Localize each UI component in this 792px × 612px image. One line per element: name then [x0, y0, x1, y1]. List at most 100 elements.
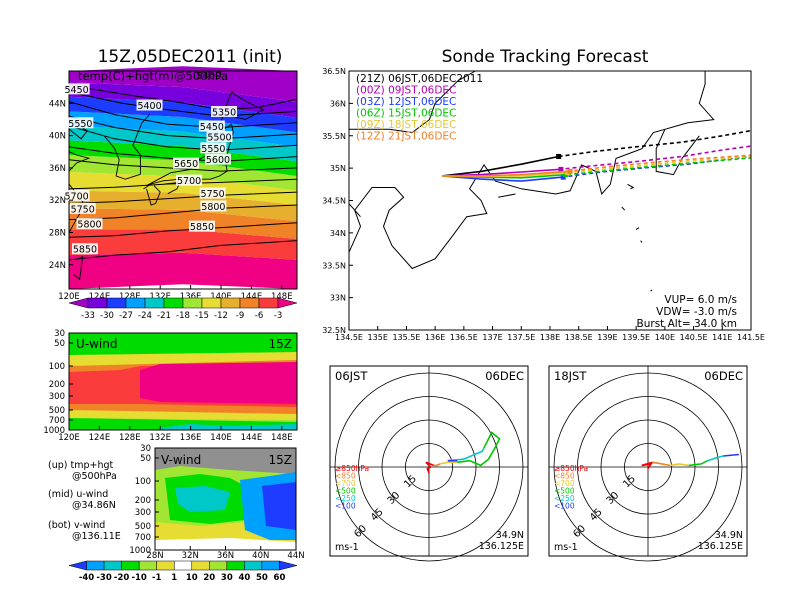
contour-label-bg	[173, 157, 200, 169]
v-colorbar-label: 20	[203, 573, 215, 583]
contour-label: 5700	[177, 176, 201, 187]
temp-colorbar-swatch	[87, 297, 108, 309]
legend-note-head: (mid) u-wind	[48, 489, 108, 500]
v-p-tick: 700	[135, 533, 151, 543]
v-wind-time: 15Z	[269, 453, 293, 467]
track-map: (21Z) 06JST,06DEC2011(00Z) 09JST,06DEC(0…	[322, 67, 765, 342]
u-lon-tick: 148E	[271, 433, 293, 443]
height-contour	[68, 125, 298, 151]
hodo-ring	[381, 419, 477, 515]
map-title-overlap-label: 5400	[196, 71, 221, 82]
contour-label-bg	[200, 200, 227, 212]
temp-band	[69, 190, 297, 222]
u-wind-title: U-wind	[76, 337, 117, 351]
temp-band	[69, 229, 297, 260]
v-colorbar-swatch	[68, 560, 87, 571]
contour-label: 5800	[77, 220, 101, 231]
hodo-legend-item: <250	[554, 494, 575, 503]
hodo-legend-item: ≥850hPa	[554, 464, 588, 473]
contour-label: 5850	[73, 245, 97, 256]
v-p-tick: 30	[140, 444, 151, 454]
temp-colorbar-label: -3	[274, 311, 282, 321]
hodo-ring	[577, 396, 719, 538]
v-colorbar-label: 30	[221, 573, 233, 583]
track-lon-tick: 141E	[712, 333, 732, 342]
legend-note-sub: @500hPa	[72, 471, 117, 482]
height-contour	[68, 222, 298, 238]
legend-note-sub: @136.11E	[72, 531, 121, 542]
hodo-legend-item: <850	[335, 472, 356, 481]
contour-label: 5400	[137, 101, 161, 112]
hodo-legend-item: <250	[335, 494, 356, 503]
v-colorbar-label: 1	[171, 573, 177, 583]
hodo-date: 06DEC	[704, 369, 743, 383]
track-lon-tick: 139E	[597, 333, 617, 342]
track-coast-segment	[627, 183, 635, 190]
track-lat-tick: 33N	[330, 294, 346, 303]
height-contour	[68, 146, 298, 162]
u-p-tick: 300	[49, 392, 65, 402]
hodo-trace	[641, 461, 653, 470]
temp-colorbar-label: -21	[157, 311, 171, 321]
map-lon-tick: 148E	[271, 292, 293, 302]
map-lon-tick: 120E	[58, 292, 80, 302]
temp-colorbar-swatch	[182, 297, 203, 309]
v-colorbar-label: -40	[79, 573, 94, 583]
hodo-legend-item: <850	[554, 472, 575, 481]
map-lon-tick: 128E	[119, 292, 141, 302]
v-colorbar-swatch	[261, 560, 280, 571]
hodo-time: 18JST	[554, 369, 587, 383]
hodo-legend-item: <700	[554, 479, 575, 488]
contour-label-bg	[198, 120, 225, 132]
track-lon-tick: 136E	[425, 333, 445, 342]
temp-map: temp(C)+hgt(m)@500hPa 5400 5450 5400 5350 5…	[49, 66, 298, 302]
v-colorbar-label: 10	[186, 573, 198, 583]
temp-colorbar-label: -24	[138, 311, 152, 321]
v-colorbar-label: 50	[256, 573, 268, 583]
hodo-trace	[457, 431, 501, 467]
v-colorbar-label: -20	[114, 573, 129, 583]
coast-segment	[164, 181, 181, 195]
contour-label: 5350	[212, 107, 236, 118]
contour-label: 5750	[201, 189, 225, 200]
u-p-tick: 500	[49, 406, 65, 416]
v-wind-title: V-wind	[161, 453, 201, 467]
temp-band	[69, 171, 297, 205]
height-contour	[68, 115, 298, 140]
temp-colorbar: -33 -30 -27 -24 -21 -18 -15 -12 -9 -6 -3	[68, 297, 298, 321]
temp-band	[69, 208, 297, 239]
v-colorbar-label: -30	[96, 573, 111, 583]
track-coast-segment	[621, 206, 626, 211]
contour-label-bg	[63, 83, 90, 95]
track-coast-segment	[635, 227, 640, 231]
track-lon-tick: 138.5E	[565, 333, 593, 342]
hodo-ring	[405, 443, 453, 491]
track-lon-tick: 135.5E	[392, 333, 420, 342]
v-colorbar-label: -10	[131, 573, 146, 583]
map-lat-tick: 44N	[49, 99, 66, 109]
contour-label-bg	[189, 220, 215, 232]
track-lon-tick: 140E	[655, 333, 675, 342]
u-p-tick: 700	[49, 416, 65, 426]
track-lon-tick: 134.5E	[335, 333, 363, 342]
v-colorbar-swatch	[173, 560, 193, 571]
track-lat-tick: 34N	[330, 229, 346, 238]
contour-label-bg	[69, 202, 96, 214]
hodo-trace	[707, 455, 724, 462]
temp-band	[69, 96, 297, 133]
temp-colorbar-swatch	[220, 297, 241, 309]
contour-label-bg	[176, 174, 203, 186]
u-p-tick: 200	[49, 380, 65, 390]
hodo-legend-item: <500	[554, 487, 575, 496]
burst-marker	[556, 153, 562, 159]
track-lat-tick: 33.5N	[322, 261, 346, 270]
u-p-tick: 30	[54, 329, 65, 339]
v-lat-tick: 32N	[182, 551, 199, 561]
contour-label: 5650	[174, 159, 198, 170]
track-line-dashed	[567, 155, 752, 174]
track-legend-item: (09Z) 18JST,06DEC	[356, 119, 456, 131]
temp-colorbar-label: -18	[176, 311, 190, 321]
contour-label: 5550	[201, 144, 225, 155]
v-colorbar-swatch	[244, 560, 263, 571]
hodo-lon: 136.125E	[479, 541, 524, 552]
